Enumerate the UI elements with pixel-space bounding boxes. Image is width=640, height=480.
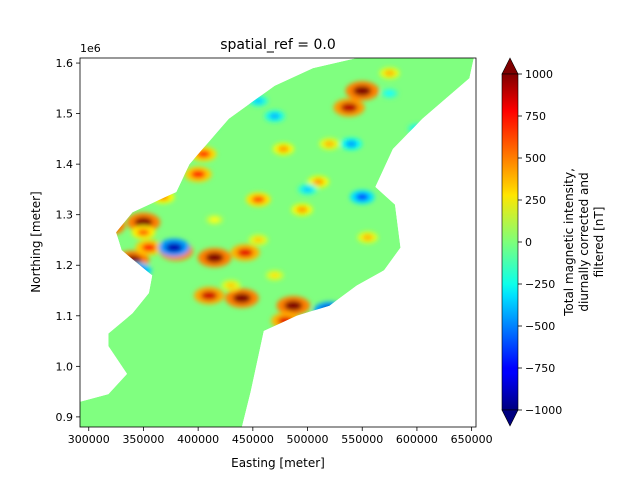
anomaly-core bbox=[205, 252, 224, 263]
y-tick-label: 1.3 bbox=[56, 209, 74, 222]
anomaly-core bbox=[269, 113, 281, 120]
anomaly-core bbox=[324, 140, 335, 147]
y-tick-label: 1.6 bbox=[56, 57, 74, 70]
anomaly-core bbox=[225, 282, 237, 289]
colorbar-tick-label: −250 bbox=[525, 278, 555, 291]
anomaly-core bbox=[165, 242, 183, 253]
x-tick-label: 350000 bbox=[122, 433, 164, 446]
anomaly-core bbox=[134, 217, 153, 228]
x-tick-label: 500000 bbox=[287, 433, 329, 446]
magnetic-heatmap bbox=[80, 58, 474, 427]
anomaly-core bbox=[253, 237, 264, 243]
colorbar: −1000 −750 −500 −250 0 250 500 750 1000 Total ma… bbox=[501, 57, 606, 427]
x-axis-label: Easting [meter] bbox=[231, 456, 325, 470]
anomaly-core bbox=[196, 150, 211, 158]
chart-title: spatial_ref = 0.0 bbox=[220, 37, 336, 53]
y-axis-label: Northing [meter] bbox=[29, 191, 43, 292]
anomaly-core bbox=[277, 145, 290, 153]
anomaly-core bbox=[253, 98, 264, 104]
plot-frame bbox=[79, 57, 477, 428]
colorbar-extend-top bbox=[501, 57, 519, 75]
colorbar-tick-label: 750 bbox=[525, 110, 546, 123]
y-tick-label: 1.2 bbox=[56, 259, 74, 272]
anomaly-core bbox=[355, 193, 369, 201]
x-tick-label: 600000 bbox=[396, 433, 438, 446]
colorbar-label: Total magnetic intensity, diurnally corr… bbox=[562, 168, 606, 317]
colorbar-tick-label: 500 bbox=[525, 152, 546, 165]
anomaly-core bbox=[284, 300, 303, 311]
x-tick-label: 400000 bbox=[177, 433, 219, 446]
anomaly-core bbox=[353, 85, 372, 96]
y-tick-label: 1.0 bbox=[56, 360, 74, 373]
anomaly-core bbox=[251, 195, 265, 204]
anomaly-core bbox=[210, 217, 220, 223]
anomaly-core bbox=[302, 186, 313, 193]
anomaly-core bbox=[345, 140, 357, 148]
anomaly-core bbox=[137, 228, 150, 236]
y-tick-label: 1.1 bbox=[56, 310, 74, 323]
y-axis: 0.9 1.0 1.1 1.2 1.3 1.4 1.5 1.6 bbox=[56, 57, 80, 424]
anomaly-core bbox=[296, 206, 308, 213]
x-tick-label: 300000 bbox=[68, 433, 110, 446]
anomaly-core bbox=[141, 243, 157, 252]
colorbar-tick-label: −750 bbox=[525, 362, 555, 375]
x-tick-label: 650000 bbox=[451, 433, 493, 446]
anomaly-core bbox=[340, 102, 358, 113]
anomaly-core bbox=[190, 170, 206, 179]
colorbar-tick-label: 1000 bbox=[525, 68, 553, 81]
anomaly-core bbox=[237, 248, 253, 257]
colorbar-label-line-2: diurnally corrected and bbox=[577, 172, 591, 311]
colorbar-extend-bottom bbox=[501, 409, 519, 427]
x-axis: 300000 350000 400000 450000 500000 550000 6000… bbox=[68, 427, 493, 446]
y-tick-label: 1.5 bbox=[56, 108, 74, 121]
colorbar-tick-label: 250 bbox=[525, 194, 546, 207]
anomaly-core bbox=[312, 178, 325, 186]
anomaly-core bbox=[269, 272, 280, 279]
anomaly-core bbox=[385, 90, 395, 96]
anomaly-core bbox=[200, 291, 218, 301]
colorbar-tick-label: −500 bbox=[525, 320, 555, 333]
colorbar-tick-label: 0 bbox=[525, 236, 532, 249]
anomaly-core bbox=[362, 234, 374, 241]
y-axis-offset: 1e6 bbox=[80, 42, 101, 55]
colorbar-tick-label: −1000 bbox=[525, 404, 562, 417]
colorbar-label-line-3: filtered [nT] bbox=[592, 207, 606, 278]
x-tick-label: 450000 bbox=[232, 433, 274, 446]
anomaly-core bbox=[384, 70, 395, 77]
x-tick-label: 550000 bbox=[341, 433, 383, 446]
y-tick-label: 0.9 bbox=[56, 411, 74, 424]
y-tick-label: 1.4 bbox=[56, 158, 74, 171]
anomaly-core bbox=[232, 293, 251, 304]
colorbar-gradient bbox=[501, 73, 519, 411]
survey-coverage bbox=[80, 58, 474, 427]
colorbar-label-line-1: Total magnetic intensity, bbox=[562, 168, 576, 317]
